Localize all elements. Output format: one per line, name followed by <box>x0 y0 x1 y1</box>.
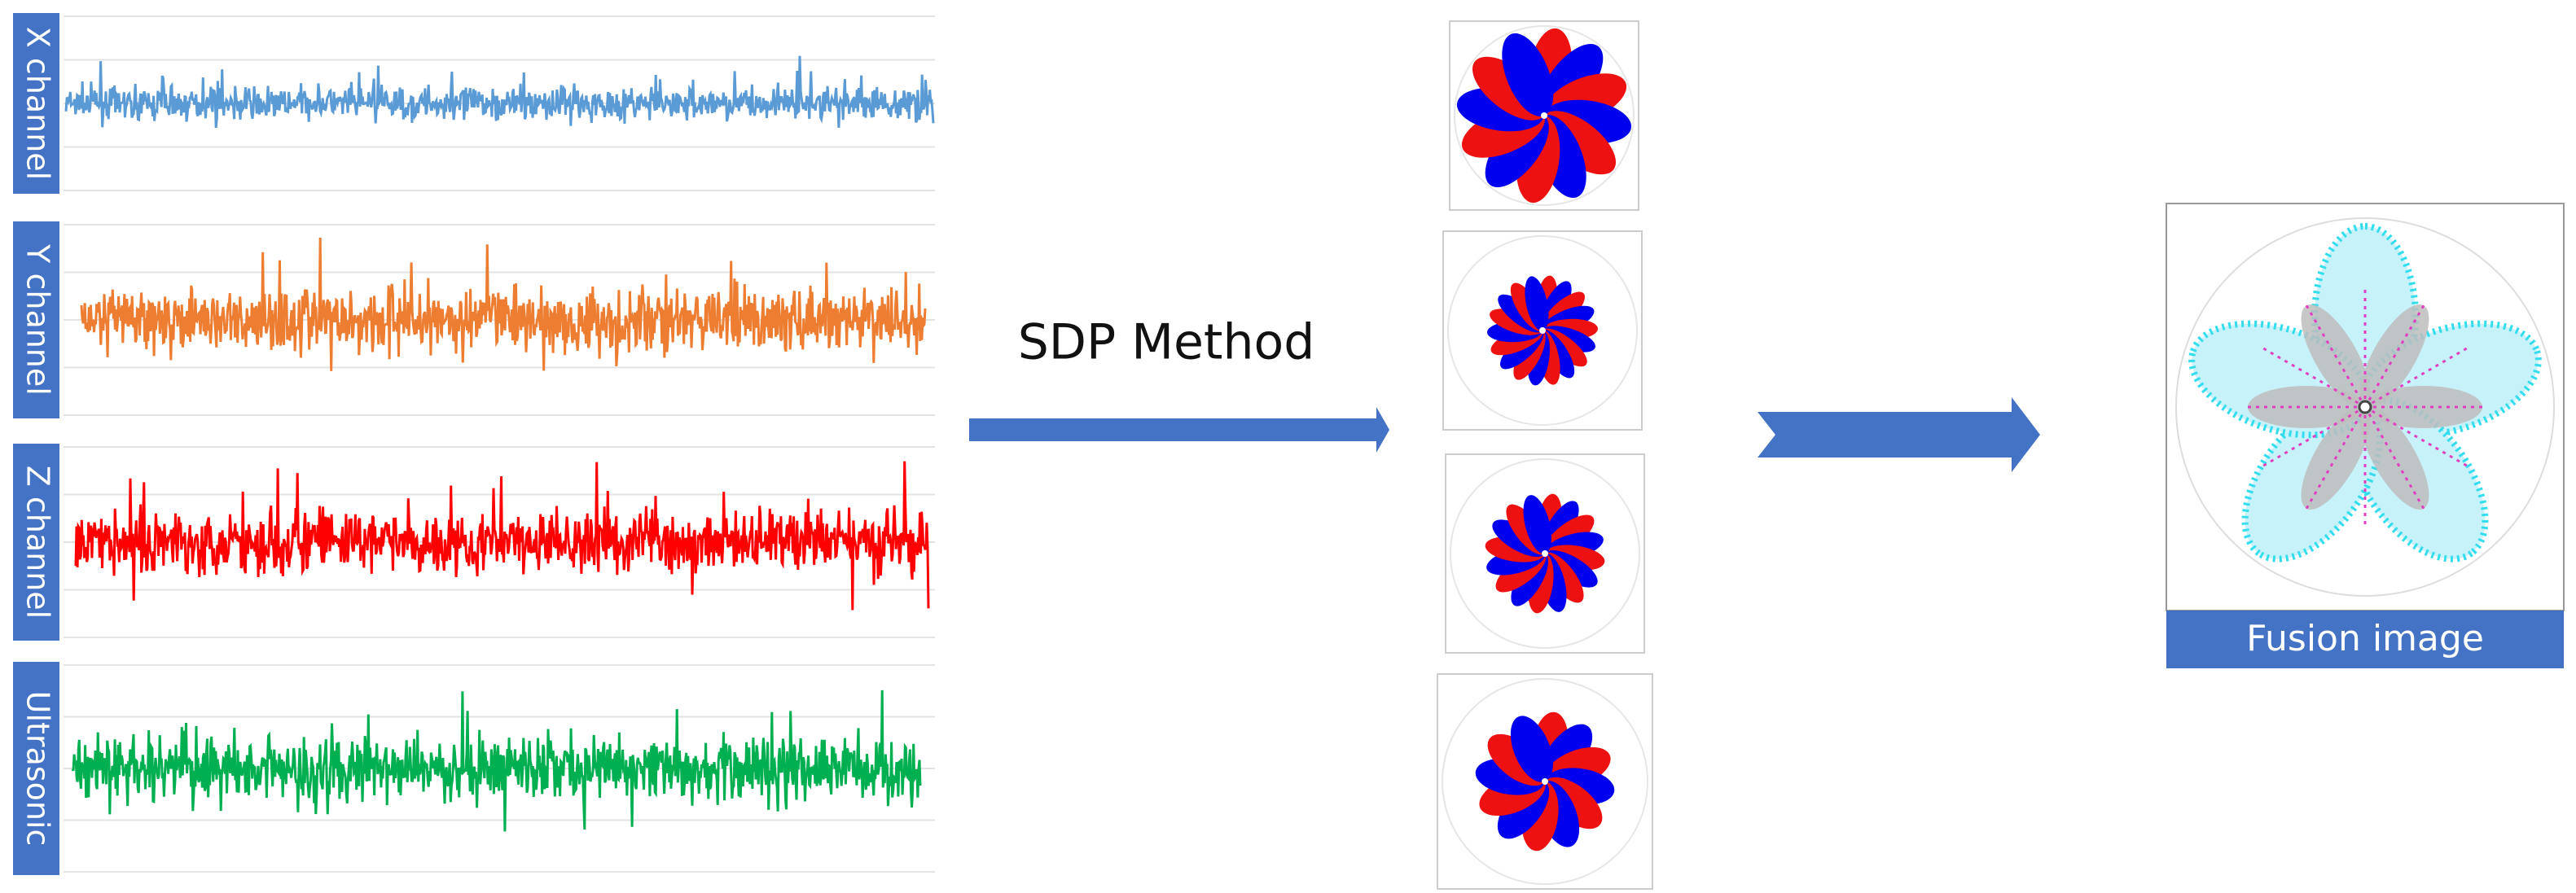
channel-label-bar <box>13 13 59 194</box>
fusion-label-bar <box>2166 611 2564 668</box>
sdp-circle <box>1447 235 1638 426</box>
signal-panels: X channel Y channel Z channel Ultrasonic <box>13 13 935 875</box>
petal <box>1510 716 1553 782</box>
petal <box>1525 276 1549 331</box>
sdp-circle <box>1442 678 1648 885</box>
arrow <box>969 407 1389 453</box>
channel-label: X channel <box>20 27 56 180</box>
petal <box>1502 33 1554 116</box>
fusion-center <box>2358 400 2372 414</box>
arrow <box>1758 397 2040 472</box>
waveform <box>64 55 935 129</box>
channel-label: Y channel <box>20 243 56 396</box>
sdp-center <box>1541 112 1547 119</box>
sdp-images <box>1437 20 1653 890</box>
sdp-center <box>1539 327 1546 334</box>
fusion-label: Fusion image <box>2246 618 2484 659</box>
waveform <box>80 237 927 371</box>
channel-label: Ultrasonic <box>20 691 56 847</box>
channel-label: Z channel <box>20 466 56 619</box>
sdp-center <box>1542 778 1548 785</box>
channel-label-bar <box>13 444 59 641</box>
petal <box>1523 495 1551 554</box>
sdp-circle <box>1454 25 1635 206</box>
sdp-circle <box>1450 458 1640 649</box>
channel-label-bar <box>13 662 59 875</box>
waveform <box>74 461 930 611</box>
fusion-image <box>2175 217 2555 597</box>
waveform <box>71 689 922 832</box>
fusion-circle <box>2175 217 2555 597</box>
channel-label-bar <box>13 221 59 418</box>
method-label: SDP Method <box>1018 314 1315 371</box>
sdp-center <box>1542 550 1548 557</box>
